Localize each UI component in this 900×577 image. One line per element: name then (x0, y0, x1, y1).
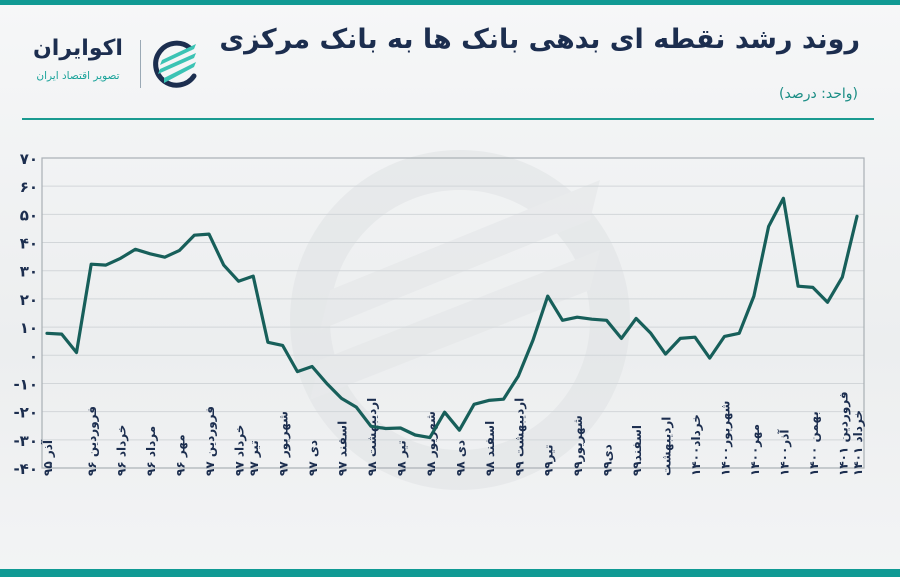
x-tick-label: دی۹۹ (601, 444, 615, 476)
x-tick-label: آذر۱۴۰۰ (776, 429, 791, 476)
y-axis-labels: ۷۰ ۶۰ ۵۰ ۴۰ ۳۰ ۲۰ ۱۰ ۰ -۱۰ -۲۰ -۳۰ -۴۰ (13, 150, 38, 478)
x-tick-label: اردیبهشت ۹۹ (512, 398, 526, 476)
y-tick-label: ۵۰ (20, 206, 38, 224)
y-tick-label: ۶۰ (20, 178, 38, 196)
x-tick-label: خرداد ۱۴۰۱ (851, 410, 865, 476)
y-tick-label: -۱۰ (13, 375, 38, 393)
x-tick-label: مهر۱۴۰۰ (748, 424, 762, 476)
brand-name: اکوایران (33, 36, 123, 61)
x-axis-labels: آذر ۹۵ فروردین ۹۶ خرداد ۹۶ مرداد ۹۶ مهر ۹۶ فر… (40, 391, 865, 476)
ecoiran-logo-icon (153, 40, 197, 88)
y-tick-label: ۰ (29, 347, 38, 365)
y-tick-label: -۲۰ (13, 404, 38, 422)
x-tick-label: آذر ۹۵ (40, 439, 55, 476)
bottom-accent-bar (0, 569, 900, 577)
y-tick-label: ۷۰ (20, 150, 38, 168)
x-tick-label: فروردین ۹۷ (203, 406, 218, 476)
y-tick-label: ۴۰ (20, 235, 38, 253)
logo-divider (140, 40, 141, 88)
x-tick-label: فروردین ۹۶ (85, 406, 100, 476)
x-tick-label: اسفند ۹۸ (483, 421, 497, 476)
x-tick-label: مهر ۹۶ (174, 434, 188, 476)
x-tick-label: تیر۹۹ (542, 444, 556, 476)
y-tick-label: -۴۰ (13, 460, 38, 478)
x-tick-label: شهریور ۹۸ (424, 411, 439, 476)
top-accent-bar (0, 0, 900, 5)
x-tick-label: شهریور ۹۷ (277, 411, 292, 476)
x-tick-label: فروردین ۱۴۰۱ (836, 391, 851, 476)
x-tick-label: شهریور۱۴۰۰ (718, 401, 733, 476)
watermark-logo-icon (290, 150, 630, 490)
x-tick-label: مرداد ۹۶ (144, 426, 158, 476)
x-tick-label: دی ۹۷ (306, 440, 320, 476)
y-tick-label: -۳۰ (13, 432, 38, 450)
series-line (45, 196, 859, 440)
y-tick-label: ۱۰ (20, 319, 38, 337)
y-tick-label: ۳۰ (20, 263, 38, 281)
x-tick-label: بهمن ۱۴۰۰ (807, 411, 821, 476)
x-tick-label: شهریور۹۹ (571, 415, 586, 476)
x-tick-label: خرداد۱۴۰۰ (689, 414, 703, 476)
x-tick-label: اردیبهشت ۹۸ (365, 398, 379, 476)
header-divider (22, 118, 874, 120)
x-tick-label: خرداد ۹۷ (232, 425, 246, 476)
unit-label: (واحد: درصد) (779, 86, 858, 102)
brand-subtitle: تصویر اقتصاد ایران (36, 70, 120, 82)
x-tick-label: اسفند۹۹ (630, 425, 644, 476)
x-tick-label: دی ۹۸ (453, 440, 467, 476)
x-tick-label: تیر ۹۸ (394, 440, 408, 476)
page-title: روند رشد نقطه ای بدهی بانک ها به بانک مر… (219, 24, 860, 55)
x-tick-label: اسفند ۹۷ (336, 421, 350, 476)
plot-frame (41, 157, 865, 469)
y-tick-label: ۲۰ (20, 291, 38, 309)
x-tick-label: خرداد ۹۶ (115, 425, 129, 476)
brand-logo: اکوایران تصویر اقتصاد ایران (22, 36, 212, 92)
x-tick-label: اردیبهشت (660, 417, 674, 476)
x-tick-label: تیر ۹۷ (247, 440, 261, 476)
